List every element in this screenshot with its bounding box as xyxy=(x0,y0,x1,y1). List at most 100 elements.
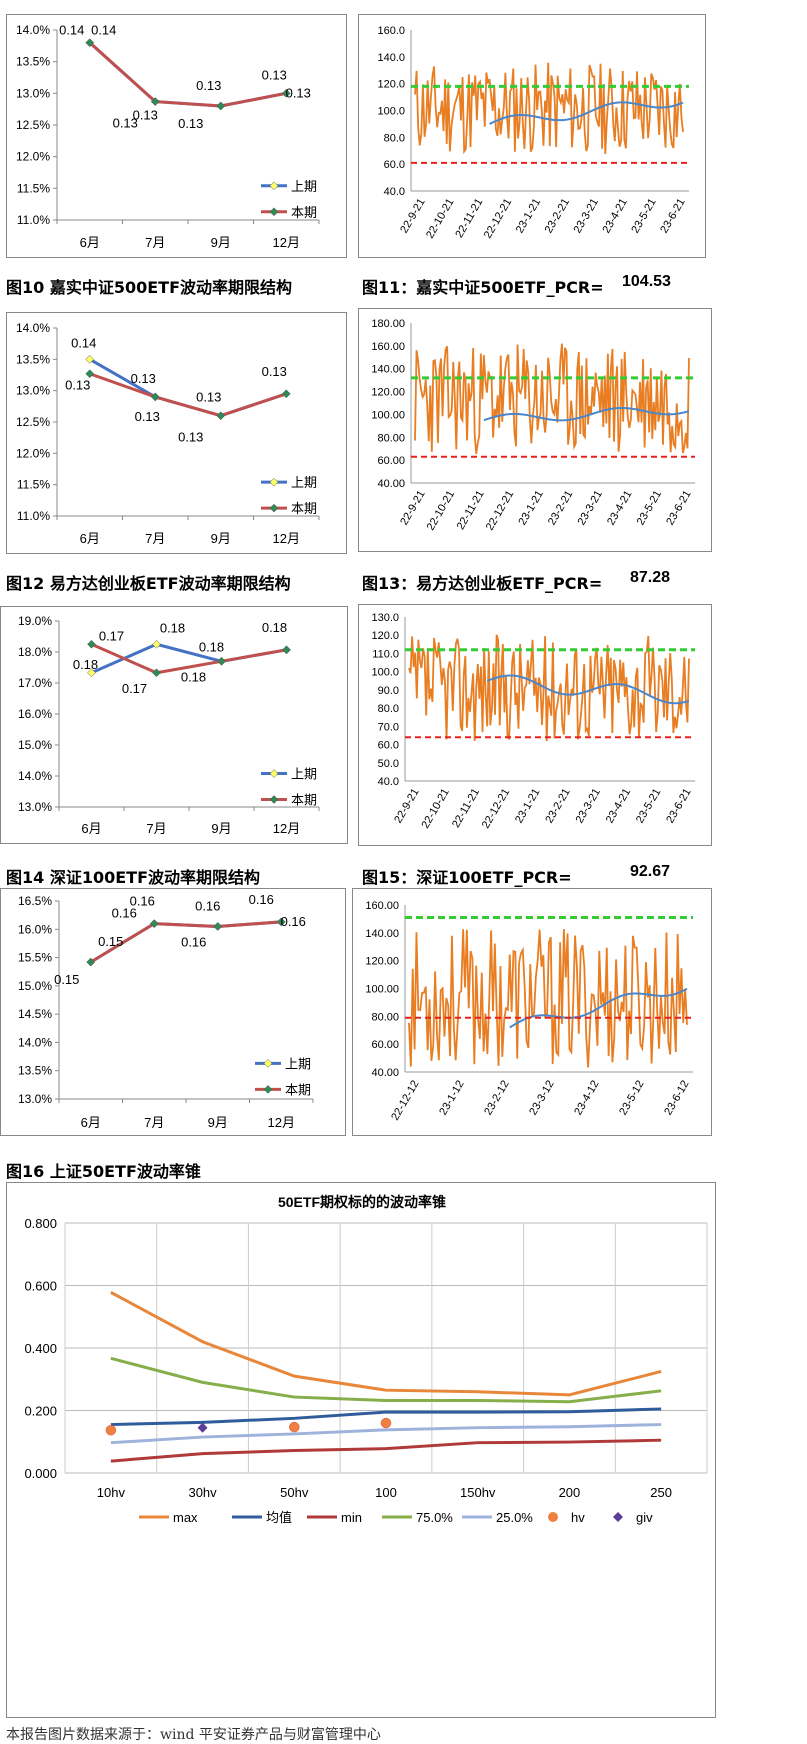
vol-cone-svg: 50ETF期权标的的波动率锥 0.800 0.600 0.400 0.200 0.000 1… xyxy=(24,1194,708,1525)
y-tick-label: 120.0 xyxy=(371,630,399,642)
data-label: 0.18 xyxy=(73,657,98,672)
term-structure-chart-4: 16.5% 16.0% 15.5% 15.0% 14.5% 14.0% 13.5% 13.0%… xyxy=(0,888,346,1136)
x-tick-label: 23-4-21 xyxy=(605,489,634,528)
cone-line-25.0% xyxy=(110,1423,662,1445)
pcr-value-fig11: 104.53 xyxy=(622,273,671,290)
x-tick-label: 23-6-21 xyxy=(658,197,687,236)
x-tick-label: 23-3-21 xyxy=(572,196,601,235)
y-tick-label: 80.00 xyxy=(377,432,405,444)
y-tick-label: 0.800 xyxy=(24,1216,57,1231)
x-tick-label: 7月 xyxy=(144,1115,164,1130)
x-tick-label: 23-3-21 xyxy=(576,489,605,528)
x-tick-label: 22-12-21 xyxy=(482,197,514,241)
y-tick-label: 40.0 xyxy=(378,776,399,788)
legend-label: 25.0% xyxy=(496,1510,533,1525)
y-tick-label: 60.00 xyxy=(377,455,405,467)
data-label: 0.16 xyxy=(249,892,274,907)
y-tick-label: 16.0% xyxy=(18,922,52,936)
x-tick-label: 22-12-21 xyxy=(480,787,512,831)
y-tick-label: 12.5% xyxy=(16,118,50,132)
x-tick-label: 23-5-12 xyxy=(617,1079,646,1118)
data-point xyxy=(281,88,291,98)
legend-label: 75.0% xyxy=(416,1510,453,1525)
x-tick-label: 23-4-21 xyxy=(604,787,633,826)
hv-point xyxy=(105,1424,117,1436)
y-tick-label: 100.0 xyxy=(377,106,405,118)
pcr-series-line xyxy=(408,634,690,742)
y-tick-label: 90.0 xyxy=(378,685,399,697)
y-tick-label: 60.0 xyxy=(378,740,399,752)
x-tick-label: 23-2-21 xyxy=(543,787,572,826)
y-tick-label: 13.0% xyxy=(16,86,50,100)
y-tick-label: 12.5% xyxy=(16,415,50,429)
pcr-svg-1: 160.0140.0120.0100.080.060.040.022-9-212… xyxy=(377,25,689,241)
y-tick-label: 11.0% xyxy=(17,213,50,227)
y-tick-label: 16.5% xyxy=(18,894,52,908)
y-tick-label: 11.0% xyxy=(17,509,50,523)
term-structure-svg-4: 16.5% 16.0% 15.5% 15.0% 14.5% 14.0% 13.5% 13.0%… xyxy=(18,892,314,1130)
data-point xyxy=(217,656,226,666)
data-label: 0.16 xyxy=(181,934,206,949)
x-tick-label: 23-5-21 xyxy=(635,489,664,528)
legend-marker xyxy=(269,795,279,804)
y-tick-label: 40.00 xyxy=(371,1067,399,1079)
term-structure-chart-3: 19.0% 18.0% 17.0% 16.0% 15.0% 14.0% 13.0% 6月 7月 9… xyxy=(0,606,348,844)
x-tick-label: 22-10-21 xyxy=(419,787,451,831)
x-tick-label: 9月 xyxy=(211,235,231,250)
y-tick-label: 17.0% xyxy=(18,676,52,690)
cone-line-均值 xyxy=(110,1407,662,1427)
x-tick-label: 22-10-21 xyxy=(425,489,457,533)
y-tick-label: 19.0% xyxy=(18,614,52,628)
x-tick-label: 22-9-21 xyxy=(392,787,421,826)
y-tick-label: 140.00 xyxy=(371,364,405,376)
pcr-series-line xyxy=(414,62,684,155)
legend-label: 本期 xyxy=(291,793,317,808)
x-tick-label: 23-2-12 xyxy=(482,1079,511,1118)
legend-label: giv xyxy=(636,1510,653,1525)
y-tick-label: 60.0 xyxy=(384,159,405,171)
y-tick-label: 15.0% xyxy=(18,738,52,752)
pcr-svg-3: 130.0 120.0 110.0 100.0 90.0 80.0 70.0 60.0 50.0… xyxy=(371,612,695,831)
pcr-value-fig13: 87.28 xyxy=(630,569,671,586)
legend-marker xyxy=(263,1059,273,1068)
y-tick-label: 160.0 xyxy=(377,25,405,37)
x-tick-label: 12月 xyxy=(273,235,300,250)
y-tick-label: 100.00 xyxy=(365,984,399,996)
x-tick-label: 22-11-21 xyxy=(450,787,482,830)
data-label: 0.13 xyxy=(133,108,158,123)
data-label: 0.15 xyxy=(98,934,123,949)
footer-source: 本报告图片数据来源于：wind 平安证券产品与财富管理中心 xyxy=(6,1727,381,1743)
legend-marker xyxy=(269,477,279,487)
legend-label: 上期 xyxy=(285,1056,311,1071)
x-tick-label: 23-4-12 xyxy=(572,1079,601,1118)
data-label: 0.14 xyxy=(91,23,116,38)
vol-cone-chart: 50ETF期权标的的波动率锥 0.800 0.600 0.400 0.200 0.000 1… xyxy=(6,1182,716,1718)
x-tick-label: 250 xyxy=(650,1485,672,1500)
y-tick-label: 120.00 xyxy=(365,956,399,968)
y-tick-label: 100.00 xyxy=(371,409,405,421)
data-label: 0.13 xyxy=(286,85,311,100)
x-tick-label: 23-5-21 xyxy=(629,197,658,236)
x-tick-label: 22-11-21 xyxy=(453,197,485,240)
cone-line-75.0% xyxy=(110,1356,662,1404)
y-tick-label: 18.0% xyxy=(18,645,52,659)
pcr-series-line xyxy=(408,929,688,1068)
y-tick-label: 16.0% xyxy=(18,707,52,721)
x-tick-label: 150hv xyxy=(460,1485,496,1500)
data-label: 0.18 xyxy=(262,620,287,635)
y-tick-label: 12.0% xyxy=(16,150,50,164)
giv-point xyxy=(197,1422,208,1433)
x-tick-label: 6月 xyxy=(81,821,101,836)
data-label: 0.17 xyxy=(122,681,147,696)
data-label: 0.13 xyxy=(196,78,221,93)
y-tick-label: 160.00 xyxy=(365,900,399,912)
term-structure-chart-2: 14.0% 13.5% 13.0% 12.5% 12.0% 11.5% 11.0% 6月 7月 9… xyxy=(6,312,347,554)
x-tick-label: 23-2-21 xyxy=(543,197,572,236)
hv-point xyxy=(289,1421,300,1433)
y-tick-label: 0.000 xyxy=(24,1466,57,1481)
legend-marker xyxy=(263,1085,273,1094)
legend-marker xyxy=(613,1512,623,1522)
y-tick-label: 110.0 xyxy=(372,648,399,660)
x-tick-label: 23-5-21 xyxy=(634,787,663,826)
x-tick-label: 23-1-21 xyxy=(513,787,542,826)
